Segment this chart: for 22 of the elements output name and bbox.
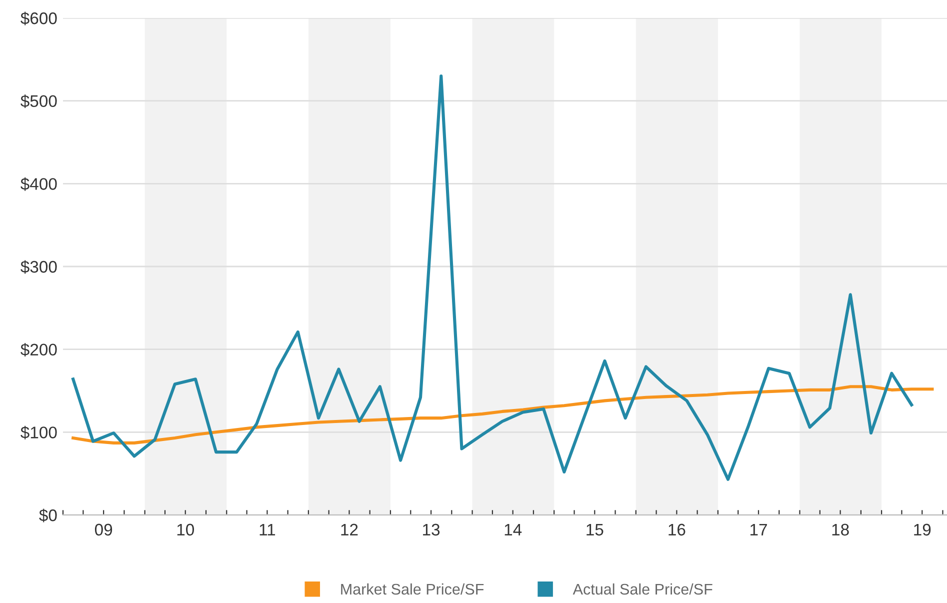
line-series [72,385,934,444]
x-tick-label: 11 [260,524,276,536]
legend-label: Actual Sale Price/SF [572,583,712,595]
y-tick-label: $100 [20,426,57,440]
y-tick-label: $200 [20,343,57,357]
y-tick-label: $500 [20,94,57,108]
legend-label: Market Sale Price/SF [341,583,484,595]
x-tick-label: 09 [94,524,112,536]
x-tick-label: 19 [914,524,931,536]
x-tick-label: 12 [341,524,358,536]
x-tick-label: 18 [832,524,849,536]
line-series [72,74,914,481]
x-tick-label: 17 [750,524,767,536]
x-tick-label: 10 [177,524,194,536]
x-tick-label: 13 [423,524,440,536]
y-tick-label: $400 [20,177,57,191]
y-tick-label: $300 [20,260,57,274]
y-tick-label: $0 [39,508,57,522]
y-tick-label: $600 [20,12,57,26]
x-tick-label: 15 [586,524,604,536]
x-tick-label: 16 [668,524,686,536]
x-tick-label: 14 [504,524,522,536]
